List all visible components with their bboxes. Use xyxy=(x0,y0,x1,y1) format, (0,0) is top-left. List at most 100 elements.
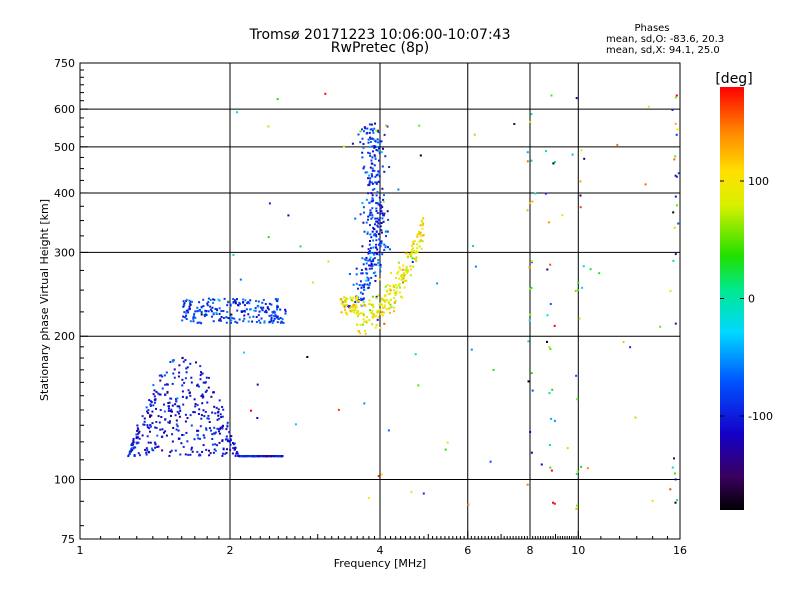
data-point xyxy=(370,311,373,314)
data-point xyxy=(410,250,413,253)
data-point xyxy=(242,301,245,304)
data-point xyxy=(380,303,383,306)
data-point xyxy=(197,413,200,415)
data-point xyxy=(219,318,222,321)
data-point xyxy=(367,286,370,289)
data-point xyxy=(142,423,145,426)
data-point xyxy=(343,296,345,299)
data-point xyxy=(213,426,216,429)
data-point xyxy=(529,431,532,433)
data-point xyxy=(154,443,157,446)
data-point xyxy=(383,322,386,325)
data-point xyxy=(275,455,278,458)
data-point xyxy=(365,321,368,324)
data-point xyxy=(185,312,188,315)
data-point xyxy=(265,309,268,312)
data-point xyxy=(371,303,374,306)
data-point xyxy=(218,319,221,322)
data-point xyxy=(674,122,677,125)
data-point xyxy=(235,452,238,455)
data-point xyxy=(136,429,139,432)
data-point xyxy=(526,151,529,154)
data-point xyxy=(149,415,151,418)
data-point xyxy=(218,399,221,402)
data-point xyxy=(674,155,677,158)
data-point xyxy=(178,415,181,418)
data-point xyxy=(161,375,164,378)
data-point xyxy=(276,315,279,318)
data-point xyxy=(673,457,675,460)
data-point xyxy=(238,318,241,321)
data-point xyxy=(372,272,375,274)
data-point xyxy=(409,268,412,271)
data-point xyxy=(149,430,151,433)
data-point xyxy=(183,304,186,307)
data-point xyxy=(574,290,577,292)
data-point xyxy=(360,272,363,275)
data-point xyxy=(214,412,217,415)
data-point xyxy=(136,424,139,427)
data-point xyxy=(148,399,151,402)
data-point xyxy=(386,289,389,292)
data-point xyxy=(225,316,228,319)
data-point xyxy=(422,217,425,220)
data-point xyxy=(378,196,381,199)
data-point xyxy=(530,451,533,454)
data-point xyxy=(577,281,580,284)
data-point xyxy=(368,174,371,177)
data-point xyxy=(186,417,189,419)
data-point xyxy=(371,198,374,200)
data-point xyxy=(184,420,187,423)
data-point xyxy=(276,308,278,311)
data-point xyxy=(189,302,192,305)
data-point xyxy=(219,319,222,322)
data-point xyxy=(196,404,199,407)
data-point xyxy=(149,400,152,403)
data-point xyxy=(551,388,554,391)
data-point xyxy=(368,250,371,252)
data-point xyxy=(550,94,553,97)
data-point xyxy=(257,300,260,303)
data-point xyxy=(370,267,373,270)
data-point xyxy=(275,315,278,318)
data-point xyxy=(381,253,384,256)
data-point xyxy=(673,158,676,161)
data-point xyxy=(248,302,251,305)
data-point xyxy=(215,311,218,314)
data-point xyxy=(659,325,662,328)
data-point xyxy=(549,263,552,266)
data-point xyxy=(359,141,362,144)
data-point xyxy=(381,165,384,168)
data-point xyxy=(368,264,371,267)
data-point xyxy=(363,126,366,129)
data-point xyxy=(388,166,391,168)
data-point xyxy=(232,447,235,450)
data-point xyxy=(397,261,400,264)
data-point xyxy=(155,390,158,393)
data-point xyxy=(340,311,343,314)
data-point xyxy=(372,306,375,308)
data-point xyxy=(671,466,674,469)
data-point xyxy=(383,249,386,251)
data-point xyxy=(236,298,238,301)
data-point xyxy=(260,308,263,311)
y-tick-label: 750 xyxy=(54,57,75,70)
data-point xyxy=(375,235,378,238)
data-point xyxy=(219,428,221,431)
data-point xyxy=(270,314,273,317)
data-point xyxy=(230,313,233,316)
data-point xyxy=(204,381,207,384)
data-point xyxy=(374,175,377,178)
data-point xyxy=(373,257,376,260)
data-point xyxy=(226,448,228,451)
data-point xyxy=(173,376,176,379)
data-point xyxy=(421,227,424,230)
data-point xyxy=(411,248,414,251)
data-point xyxy=(672,259,675,262)
data-point xyxy=(373,228,376,231)
data-point xyxy=(366,232,369,235)
data-point xyxy=(368,152,371,155)
data-point xyxy=(380,242,383,245)
data-point xyxy=(409,274,412,277)
data-point xyxy=(183,311,186,314)
